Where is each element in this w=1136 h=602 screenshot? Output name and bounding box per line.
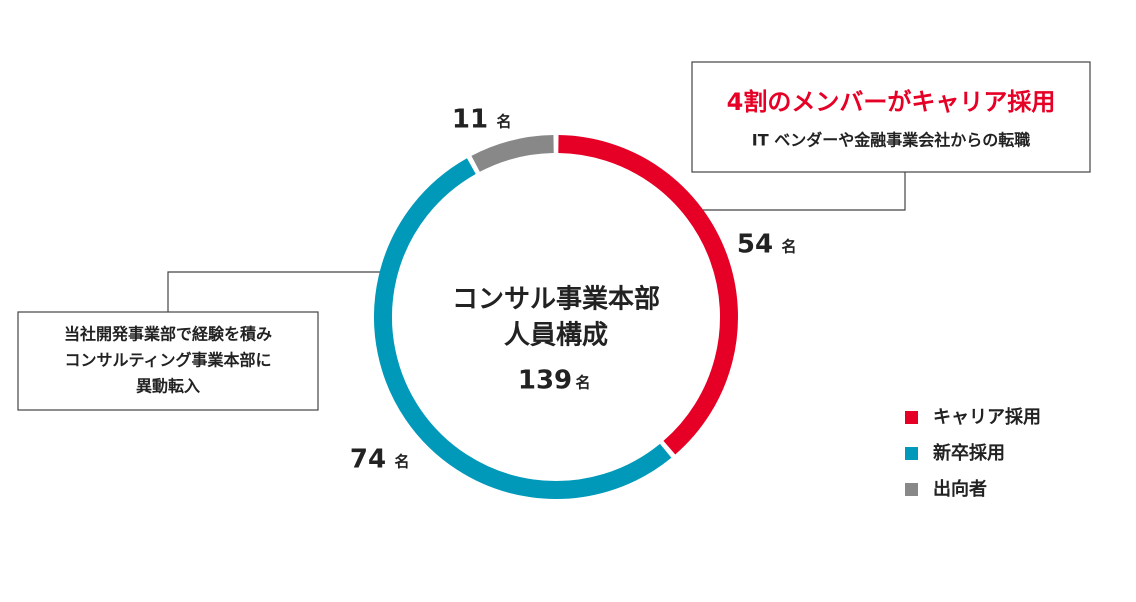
value-unit: 名 [496, 113, 511, 131]
center-title: コンサル事業本部 [452, 285, 660, 315]
annotation-text: 異動転入 [136, 377, 200, 396]
legend-swatch [905, 447, 918, 460]
annotation-box [17, 311, 319, 411]
donut-segment [374, 158, 672, 499]
legend-label: キャリア採用 [933, 406, 1041, 428]
callout-line [167, 271, 390, 312]
donut-segment [471, 135, 554, 172]
callout-line [695, 172, 906, 211]
unit: 名 [575, 374, 590, 392]
legend-swatch [905, 483, 918, 496]
legend-label: 新卒採用 [933, 442, 1005, 464]
annotation-text: コンサルティング事業本部に [64, 351, 271, 370]
value-unit: 名 [394, 453, 409, 471]
annotation-text: 当社開発事業部で経験を積み [64, 325, 272, 344]
value-label: 74 [350, 445, 386, 475]
value-unit: 名 [781, 238, 796, 256]
legend-swatch [905, 411, 918, 424]
annotation-box [691, 61, 1091, 173]
annotation-title: 4割のメンバーがキャリア採用 [727, 88, 1056, 116]
value-label: 54 [737, 230, 773, 260]
center-title: 人員構成 [504, 321, 608, 351]
total: 139 [518, 366, 572, 396]
annotation-text: IT ベンダーや金融事業会社からの転職 [752, 131, 1030, 150]
legend-label: 出向者 [933, 478, 987, 500]
value-label: 11 [452, 105, 488, 135]
donut-segment [558, 135, 738, 455]
